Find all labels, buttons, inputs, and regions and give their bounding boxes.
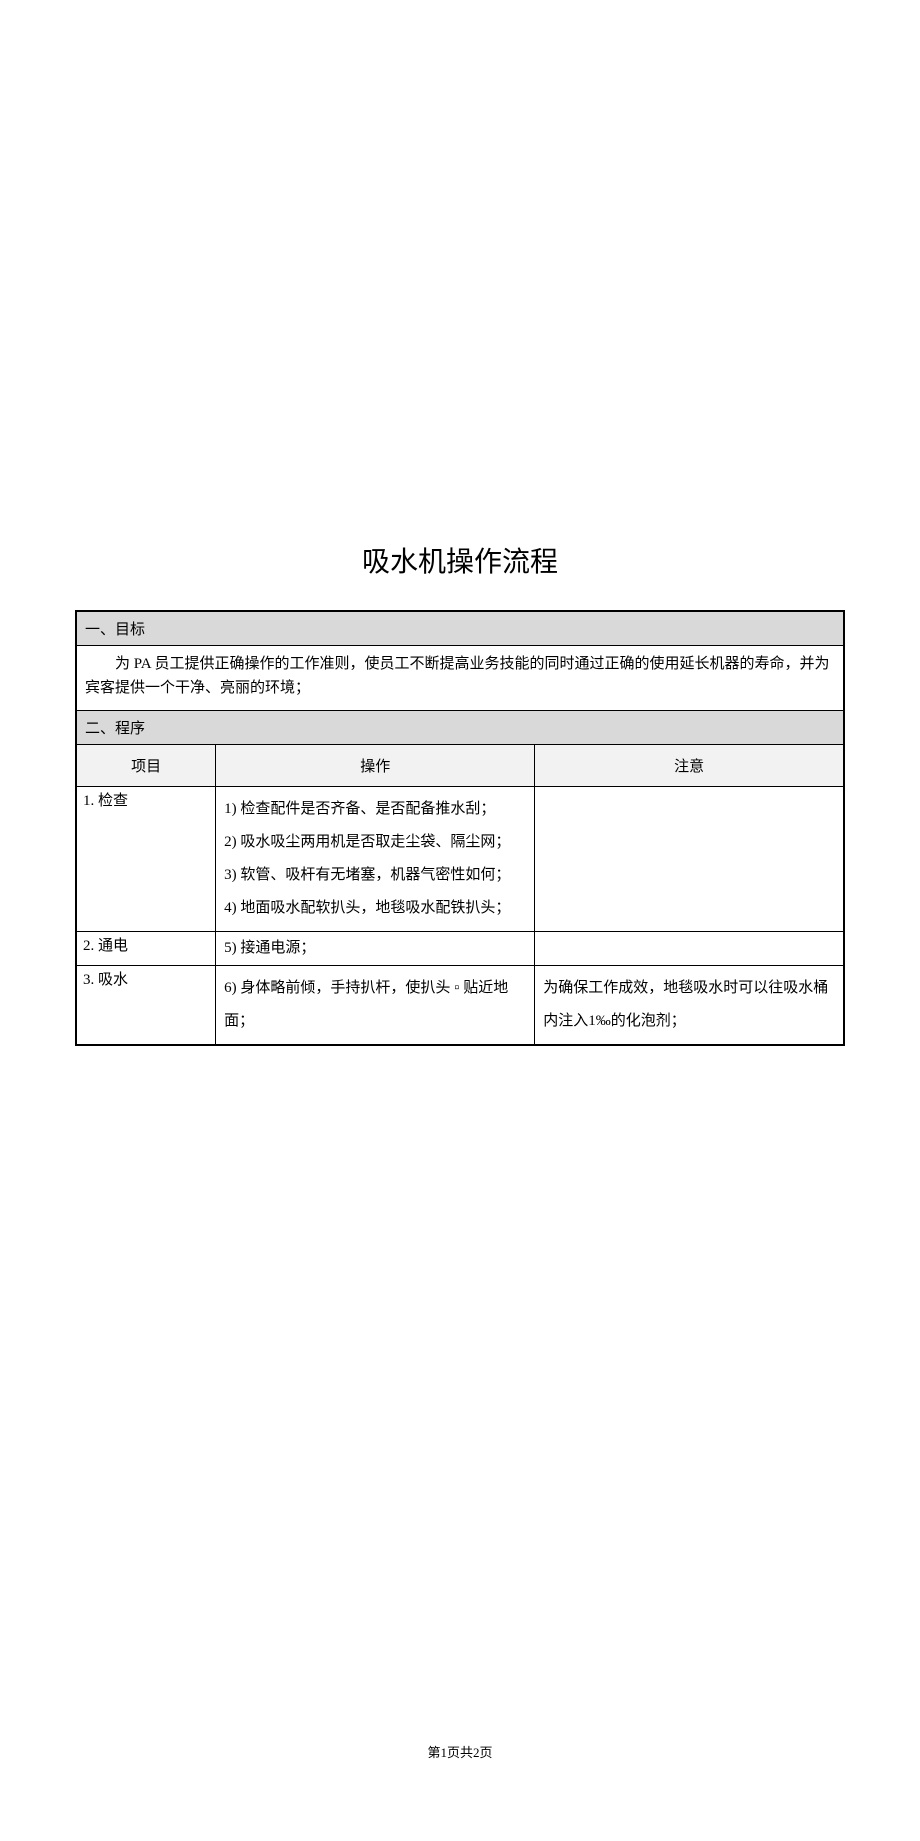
row2-operation: 5) 接通电源； bbox=[216, 932, 535, 966]
goal-text: 为 PA 员工提供正确操作的工作准则，使员工不断提高业务技能的同时通过正确的使用… bbox=[77, 646, 843, 710]
document-page: 吸水机操作流程 一、目标 为 PA 员工提供正确操作的工作准则，使员工不断提高业… bbox=[0, 540, 920, 1841]
row2-note bbox=[535, 932, 844, 966]
row3-item: 3. 吸水 bbox=[76, 966, 216, 1046]
row3-note: 为确保工作成效，地毯吸水时可以往吸水桶内注入1‰的化泡剂； bbox=[535, 966, 844, 1046]
section2-heading-row: 二、程序 bbox=[76, 711, 844, 745]
row3-operation: 6) 身体略前倾，手持扒杆，使扒头 ▫ 贴近地面； bbox=[216, 966, 535, 1046]
column-header-row: 项目 操作 注意 bbox=[76, 745, 844, 787]
section1-heading-row: 一、目标 bbox=[76, 611, 844, 646]
main-table: 一、目标 为 PA 员工提供正确操作的工作准则，使员工不断提高业务技能的同时通过… bbox=[75, 610, 845, 1046]
col-item-header: 项目 bbox=[76, 745, 216, 787]
table-row: 3. 吸水 6) 身体略前倾，手持扒杆，使扒头 ▫ 贴近地面； 为确保工作成效，… bbox=[76, 966, 844, 1046]
col-note-header: 注意 bbox=[535, 745, 844, 787]
table-row: 1. 检查 1) 检查配件是否齐备、是否配备推水刮； 2) 吸水吸尘两用机是否取… bbox=[76, 787, 844, 932]
table-row: 2. 通电 5) 接通电源； bbox=[76, 932, 844, 966]
section1-heading: 一、目标 bbox=[76, 611, 844, 646]
page-title: 吸水机操作流程 bbox=[0, 540, 920, 580]
row1-operation: 1) 检查配件是否齐备、是否配备推水刮； 2) 吸水吸尘两用机是否取走尘袋、隔尘… bbox=[216, 787, 535, 932]
row1-note bbox=[535, 787, 844, 932]
section1-body-row: 为 PA 员工提供正确操作的工作准则，使员工不断提高业务技能的同时通过正确的使用… bbox=[76, 646, 844, 711]
row1-item: 1. 检查 bbox=[76, 787, 216, 932]
section2-heading: 二、程序 bbox=[76, 711, 844, 745]
row2-item: 2. 通电 bbox=[76, 932, 216, 966]
col-operation-header: 操作 bbox=[216, 745, 535, 787]
page-footer: 第1页共2页 bbox=[0, 1742, 920, 1761]
goal-cell: 为 PA 员工提供正确操作的工作准则，使员工不断提高业务技能的同时通过正确的使用… bbox=[76, 646, 844, 711]
